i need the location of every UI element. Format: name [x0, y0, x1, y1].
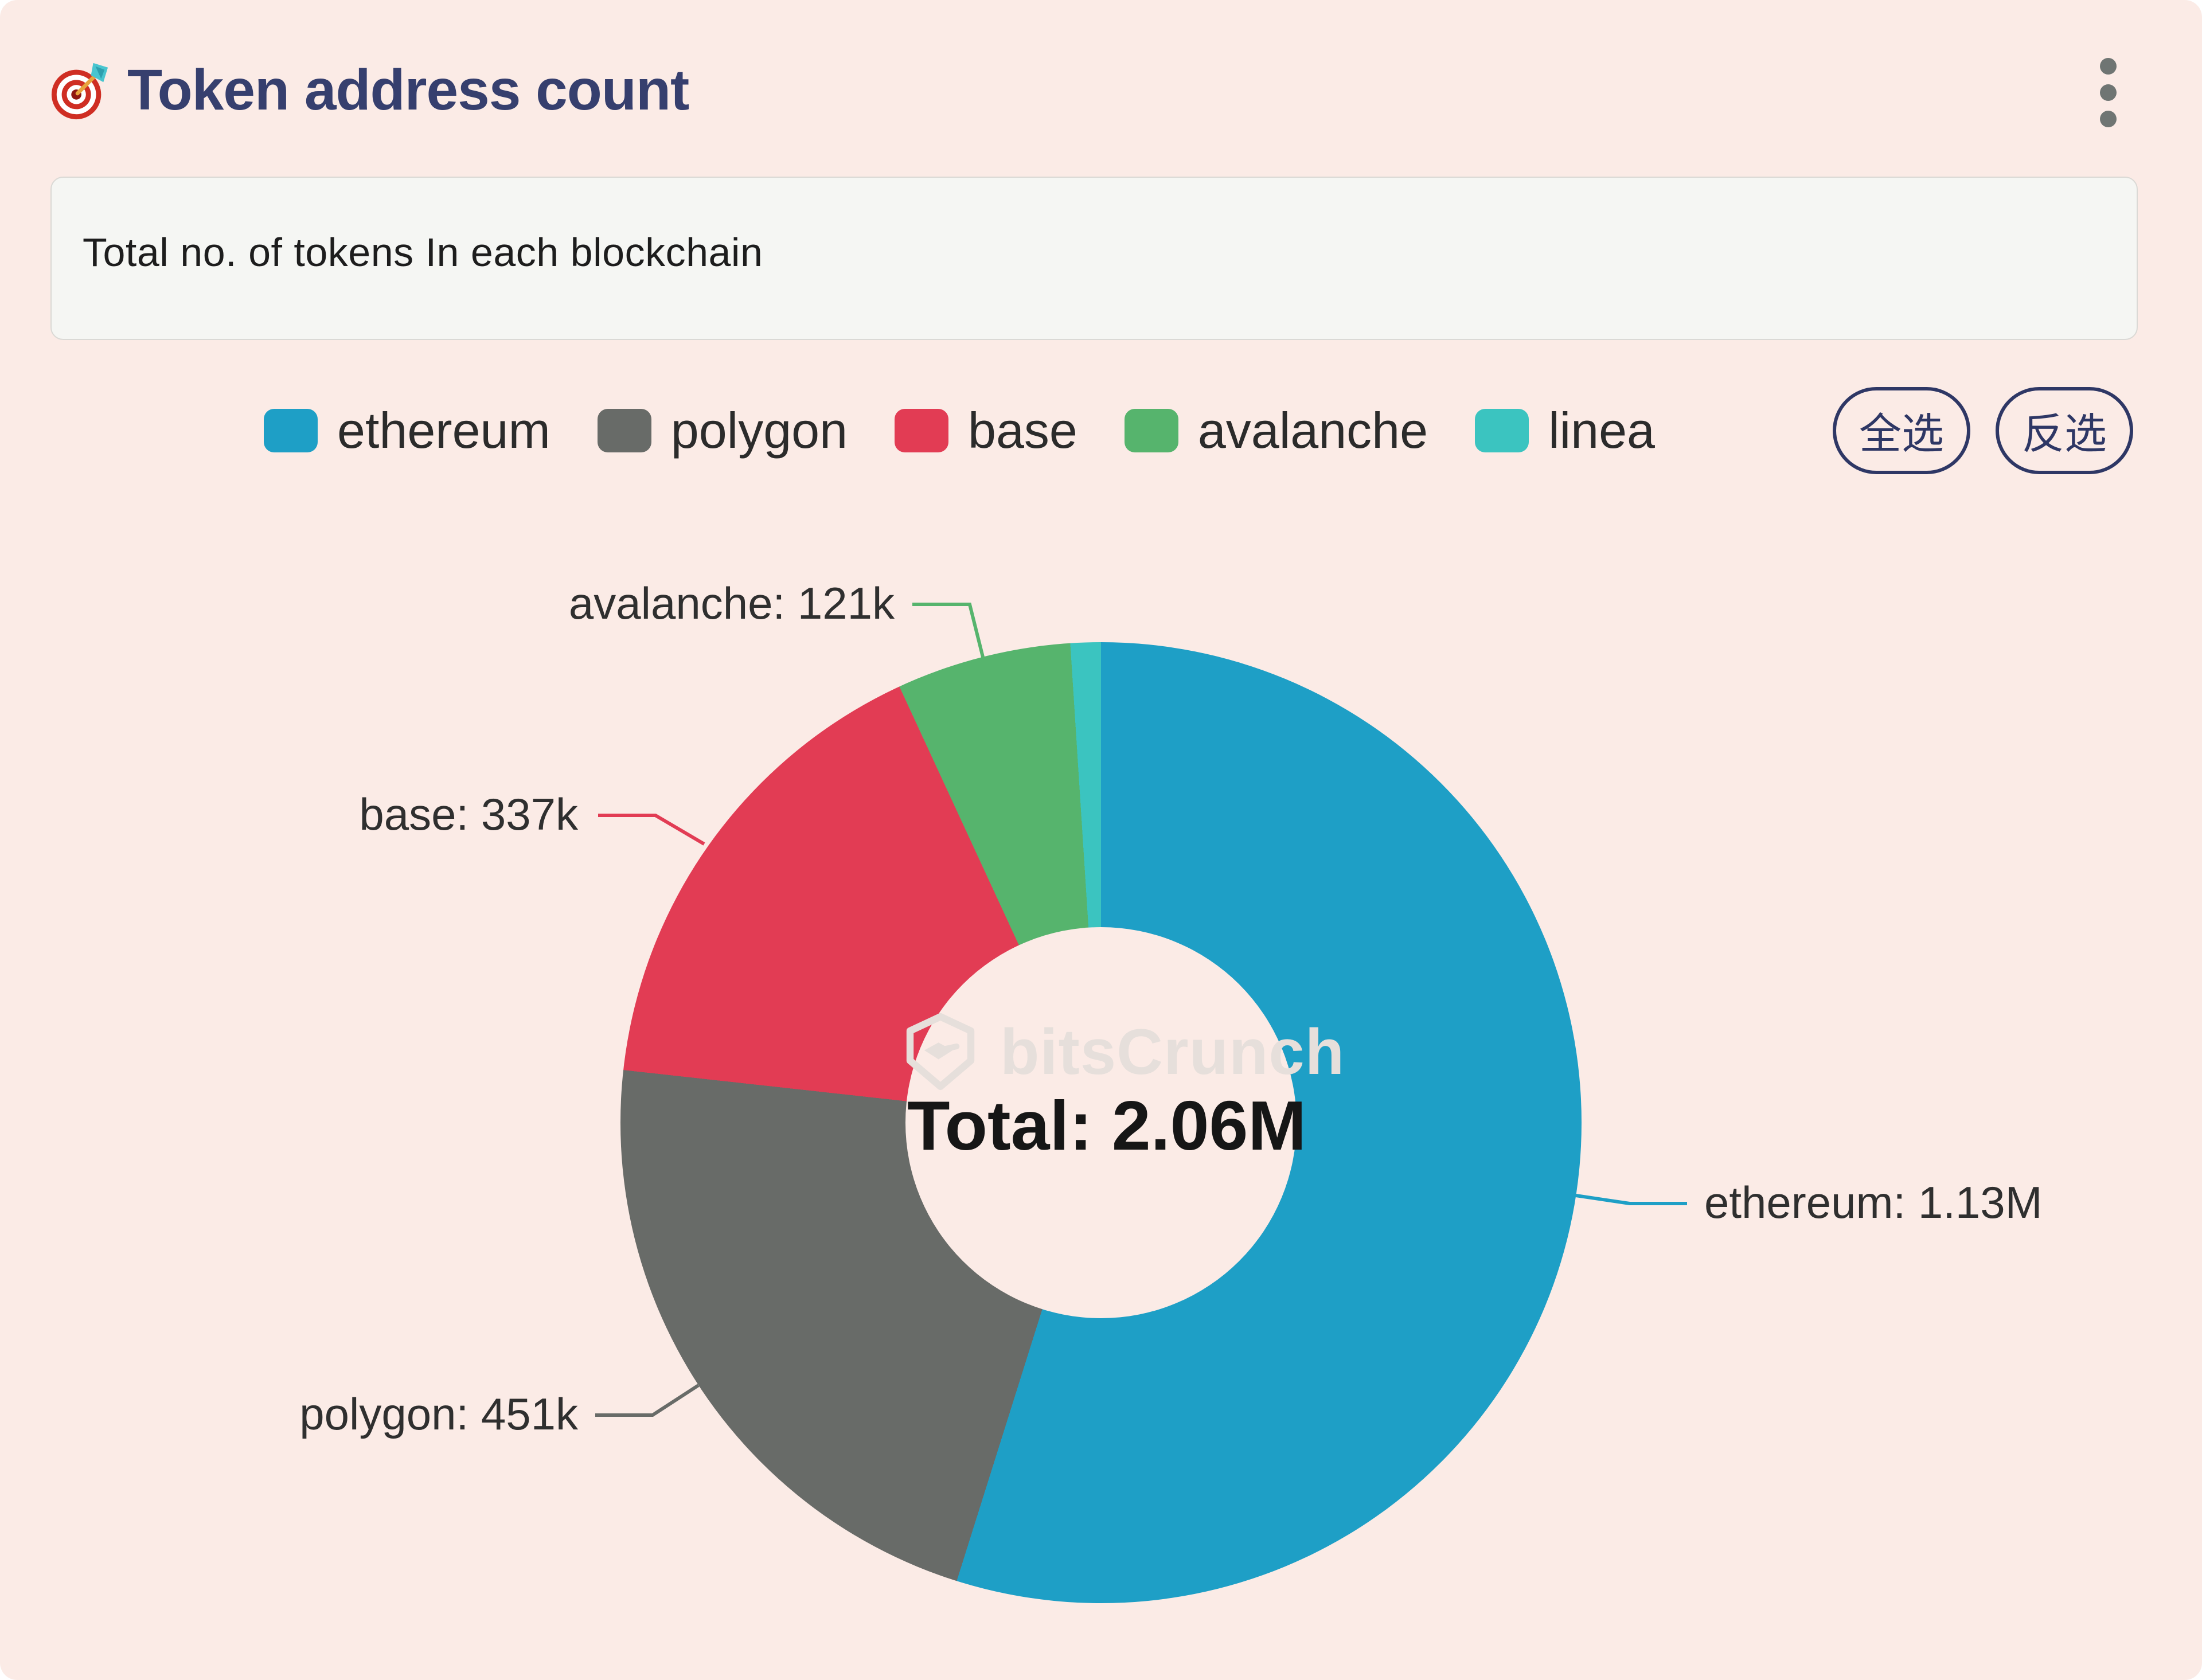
legend-label: avalanche — [1197, 401, 1428, 459]
donut-center-total: Total: 2.06M — [907, 1087, 1306, 1165]
callout-avalanche: avalanche: 121k — [568, 578, 895, 628]
query-text: Total no. of tokens In each blockchain — [83, 230, 763, 275]
leader-line-ethereum — [1575, 1194, 1687, 1205]
legend-item-base[interactable]: base — [895, 401, 1077, 460]
legend-label: base — [968, 401, 1077, 459]
leader-line-avalanche — [912, 603, 985, 658]
donut-hole — [905, 927, 1297, 1318]
query-box[interactable]: Total no. of tokens In each blockchain — [50, 177, 2138, 340]
legend-item-polygon[interactable]: polygon — [597, 401, 848, 460]
legend-label: linea — [1548, 401, 1655, 459]
legend-label: ethereum — [337, 401, 550, 459]
select-all-button[interactable]: 全选 — [1833, 386, 1970, 474]
legend-swatch-polygon — [597, 408, 651, 452]
legend-item-linea[interactable]: linea — [1475, 401, 1655, 460]
legend-buttons: 全选 反选 — [1833, 386, 2133, 474]
chart-legend: ethereum polygon base avalanche linea 全选… — [264, 383, 2133, 478]
invert-selection-button[interactable]: 反选 — [1996, 386, 2133, 474]
target-dart-icon — [51, 62, 108, 119]
callout-polygon: polygon: 451k — [299, 1389, 578, 1439]
kebab-menu-icon[interactable] — [2080, 44, 2135, 141]
leader-line-base — [598, 814, 705, 846]
legend-swatch-ethereum — [264, 408, 318, 452]
legend-item-avalanche[interactable]: avalanche — [1124, 401, 1428, 460]
card-header: Token address count — [49, 57, 689, 123]
page-title: Token address count — [127, 58, 689, 122]
callout-base: base: 337k — [359, 789, 578, 839]
legend-item-ethereum[interactable]: ethereum — [264, 401, 550, 460]
legend-swatch-base — [895, 408, 949, 452]
leader-line-polygon — [595, 1384, 700, 1417]
legend-swatch-linea — [1475, 408, 1529, 452]
callout-ethereum: ethereum: 1.13M — [1704, 1177, 2043, 1228]
legend-label: polygon — [670, 401, 848, 459]
legend-swatch-avalanche — [1124, 408, 1178, 452]
